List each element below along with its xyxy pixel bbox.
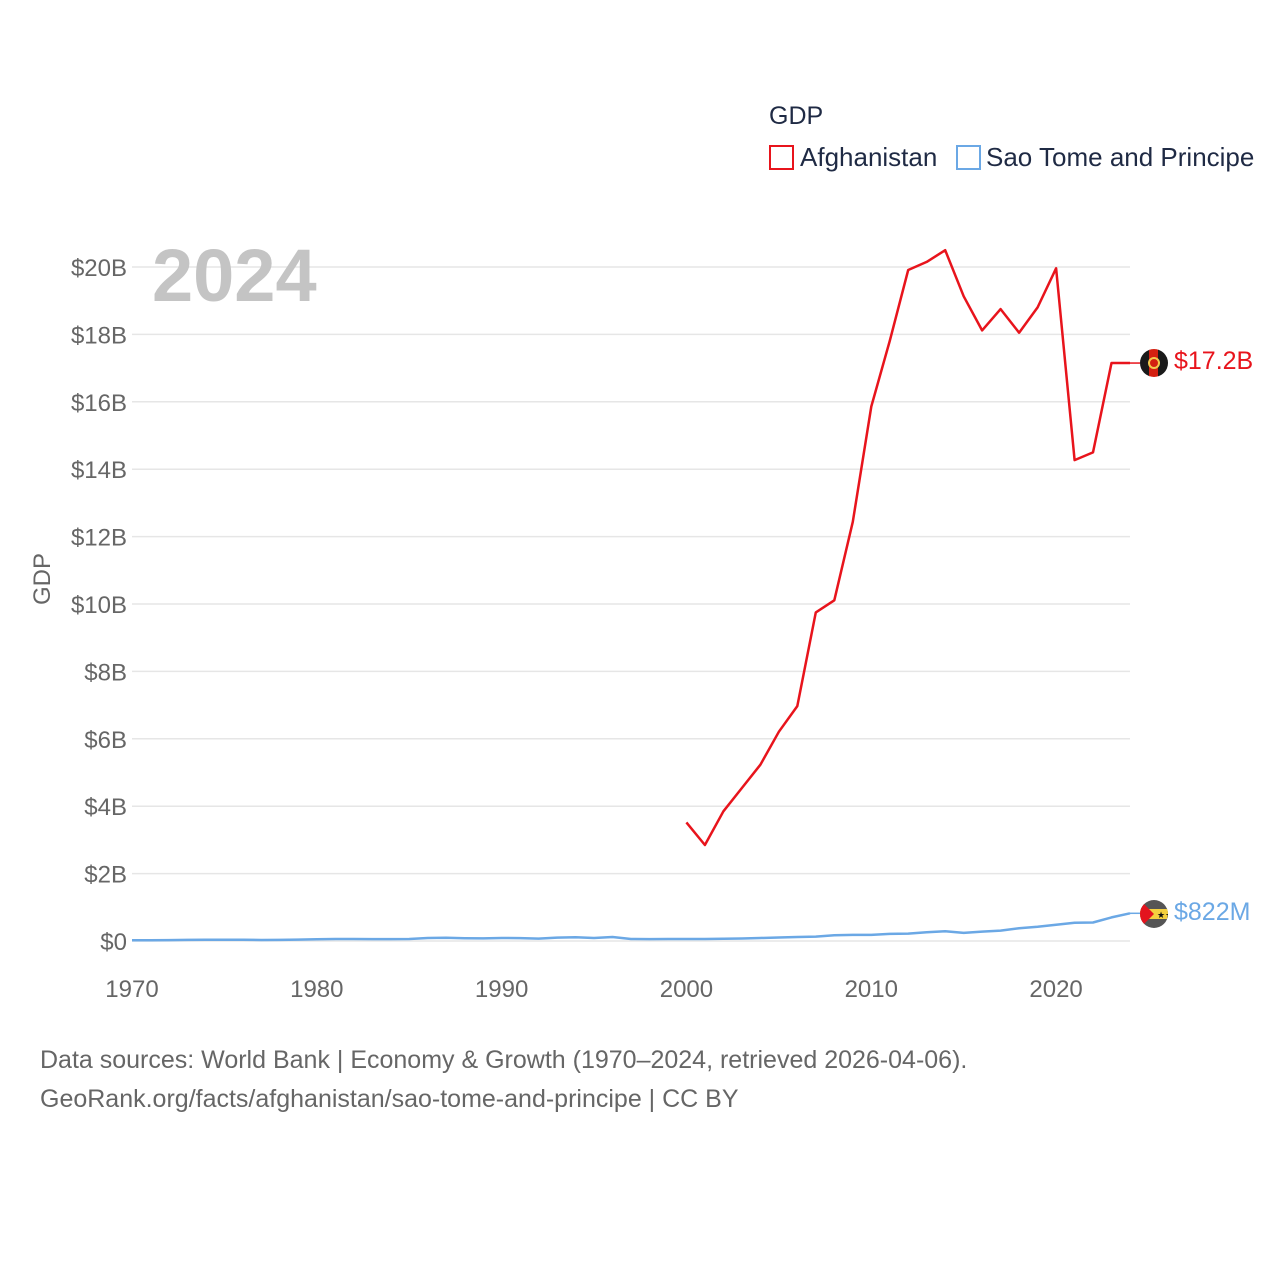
source-line-2: GeoRank.org/facts/afghanistan/sao-tome-a… xyxy=(40,1085,739,1113)
year-watermark: 2024 xyxy=(152,234,317,317)
legend-swatch-sao-tome xyxy=(956,145,981,170)
y-axis-label: GDP xyxy=(29,553,56,605)
y-tick-label: $0 xyxy=(100,929,127,956)
y-tick-label: $8B xyxy=(84,659,127,686)
legend-item-sao-tome[interactable]: Sao Tome and Principe xyxy=(956,142,1254,172)
legend-title: GDP xyxy=(769,102,823,130)
series-layer xyxy=(132,248,1140,942)
x-tick-label: 2010 xyxy=(845,976,898,1003)
x-axis-ticks: 1970 1980 1990 2000 2010 2020 xyxy=(105,976,1082,1003)
sao-tome-end-label: $822M xyxy=(1174,898,1250,926)
y-tick-label: $20B xyxy=(71,255,127,282)
x-tick-label: 1990 xyxy=(475,976,528,1003)
legend-label-afghanistan: Afghanistan xyxy=(800,142,937,172)
y-tick-label: $10B xyxy=(71,592,127,619)
y-tick-label: $14B xyxy=(71,457,127,484)
sao-tome-line xyxy=(132,912,1131,942)
x-tick-label: 1970 xyxy=(105,976,158,1003)
legend-item-afghanistan[interactable]: Afghanistan xyxy=(769,142,937,172)
x-tick-label: 1980 xyxy=(290,976,343,1003)
afghanistan-line xyxy=(685,248,1130,847)
gridlines xyxy=(132,266,1130,942)
y-tick-label: $12B xyxy=(71,525,127,552)
x-tick-label: 2020 xyxy=(1029,976,1082,1003)
y-axis-ticks: $0 $2B $4B $6B $8B $10B $12B $14B $16B $18B $20B xyxy=(71,255,127,956)
x-tick-label: 2000 xyxy=(660,976,713,1003)
legend-swatch-afghanistan xyxy=(769,145,794,170)
y-tick-label: $2B xyxy=(84,862,127,889)
y-tick-label: $16B xyxy=(71,390,127,417)
sao-tome-flag-icon: ★★ xyxy=(1140,900,1173,928)
y-tick-label: $6B xyxy=(84,727,127,754)
afghanistan-flag-icon xyxy=(1140,349,1168,377)
afghanistan-end-label: $17.2B xyxy=(1174,347,1253,375)
legend-label-sao-tome: Sao Tome and Principe xyxy=(986,142,1254,172)
svg-text:★★: ★★ xyxy=(1157,910,1173,920)
y-tick-label: $18B xyxy=(71,322,127,349)
source-line-1: Data sources: World Bank | Economy & Gro… xyxy=(40,1046,967,1074)
y-tick-label: $4B xyxy=(84,794,127,821)
